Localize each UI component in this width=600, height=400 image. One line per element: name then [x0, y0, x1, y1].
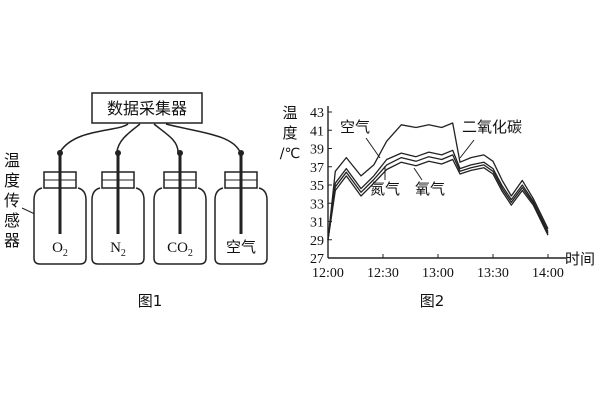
data-collector-label: 数据采集器: [107, 99, 187, 118]
y-tick-label: 27: [310, 252, 324, 267]
bottle-label: 空气: [226, 238, 256, 256]
y-tick-label: 43: [310, 106, 324, 121]
series-leader-line: [413, 167, 423, 181]
series-line-2: [327, 154, 549, 240]
sensor-char-2: 传: [4, 191, 20, 210]
x-tick-label: 14:00: [532, 266, 564, 281]
probe-tip: [238, 150, 244, 156]
y-tick-label: 41: [310, 124, 324, 139]
y-axis-title-char-0: 温: [282, 104, 297, 122]
probe-tip: [115, 150, 121, 156]
data-collector-box: [91, 92, 203, 124]
series-leader-line: [365, 137, 381, 159]
y-tick-label: 35: [310, 179, 324, 194]
y-axis-title-char-1: 度: [282, 124, 297, 142]
probe-tip: [57, 150, 63, 156]
x-tick-label: 12:30: [367, 266, 399, 281]
series-line-0: [327, 122, 549, 240]
bottle-3: 空气: [214, 150, 268, 265]
x-tick-label: 12:00: [312, 266, 344, 281]
sensor-char-1: 度: [4, 171, 20, 190]
sensor-wires: [59, 123, 241, 153]
y-tick-label: 29: [310, 234, 324, 249]
bottles: O2 N2 CO2 空气: [33, 150, 268, 265]
series-label-3: 氧气: [415, 180, 445, 198]
series-label-0: 二氧化碳: [462, 118, 522, 136]
y-tick-label: 31: [310, 216, 324, 231]
sensor-char-0: 温: [4, 151, 20, 170]
y-tick-label: 33: [310, 197, 324, 212]
x-axis-title: 时间: [565, 250, 595, 268]
figure1-caption: 图1: [138, 292, 163, 310]
sensor-char-3: 感: [4, 211, 20, 230]
bottle-1: N2: [91, 150, 145, 265]
x-tick-label: 13:00: [422, 266, 454, 281]
chart-axes: 27 29 31 33 35 37 39 41 43 12:00 12:30 13:00 13:30 14…: [310, 106, 566, 281]
series-label-2: 氮气: [370, 180, 400, 198]
series-line-1: [327, 149, 549, 240]
figure2-chart: 温 度 /℃ 27 29 31 33 35 37 39 41 43 12:00 12:30 13:00…: [280, 104, 595, 310]
chart-series: [327, 122, 549, 240]
bottle-label: CO2: [167, 240, 193, 259]
y-tick-label: 39: [310, 143, 324, 158]
y-tick-label: 37: [310, 161, 324, 176]
series-line-3: [327, 158, 549, 240]
figure2-caption: 图2: [420, 292, 445, 310]
sensor-char-4: 器: [4, 231, 20, 250]
figure1: 数据采集器 温 度 传 感 器 O2 N2 CO2 空气 图1: [4, 92, 268, 310]
y-axis-unit: /℃: [280, 146, 300, 162]
series-leader-line: [459, 139, 475, 159]
series-label-1: 空气: [340, 118, 370, 136]
x-tick-label: 13:30: [477, 266, 509, 281]
bottle-0: O2: [33, 150, 87, 265]
bottle-2: CO2: [153, 150, 207, 265]
probe-tip: [177, 150, 183, 156]
